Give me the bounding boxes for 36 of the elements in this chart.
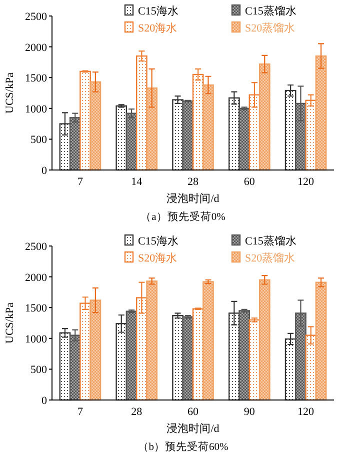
x-axis-title: 浸泡时间/d [166,422,220,435]
y-tick-label: 1500 [25,72,48,85]
legend-label: C15蒸馏水 [245,234,296,248]
x-axis-title: 浸泡时间/d [166,192,220,205]
y-axis-title: UCS/kPa [4,302,16,344]
y-tick-label: 0 [42,395,48,407]
x-tick-label: 28 [188,176,199,188]
y-axis-title: UCS/kPa [4,72,16,114]
x-tick-label: 90 [244,406,256,418]
x-tick-label: 120 [298,176,315,188]
y-tick-label: 2000 [25,272,48,284]
x-tick-label: 120 [298,406,315,418]
y-tick-label: 1000 [25,103,48,116]
x-tick-label: 60 [188,406,199,418]
y-tick-label: 2000 [25,42,48,54]
y-tick-label: 2500 [25,11,48,23]
y-tick-label: 2500 [25,241,48,253]
x-tick-label: 7 [77,406,84,418]
legend-label: S20蒸馏水 [245,252,296,264]
legend-label: S20海水 [138,22,178,34]
y-tick-label: 500 [30,364,48,376]
y-tick-label: 1500 [25,302,48,315]
legend-label: C15蒸馏水 [245,4,296,18]
x-tick-label: 60 [244,176,256,188]
y-tick-label: 500 [30,134,48,146]
y-tick-label: 1000 [25,333,48,346]
x-tick-label: 7 [77,176,84,188]
legend-label: C15海水 [138,4,178,18]
text: （a）预先受荷0% [140,210,226,223]
x-tick-label: 28 [131,406,143,418]
x-tick-label: 14 [131,176,143,188]
text: （b）预先受荷60% [138,440,228,453]
legend-label: C15海水 [138,234,178,248]
legend-label: S20海水 [138,252,178,264]
y-tick-label: 0 [42,165,48,177]
legend-label: S20蒸馏水 [245,22,296,34]
